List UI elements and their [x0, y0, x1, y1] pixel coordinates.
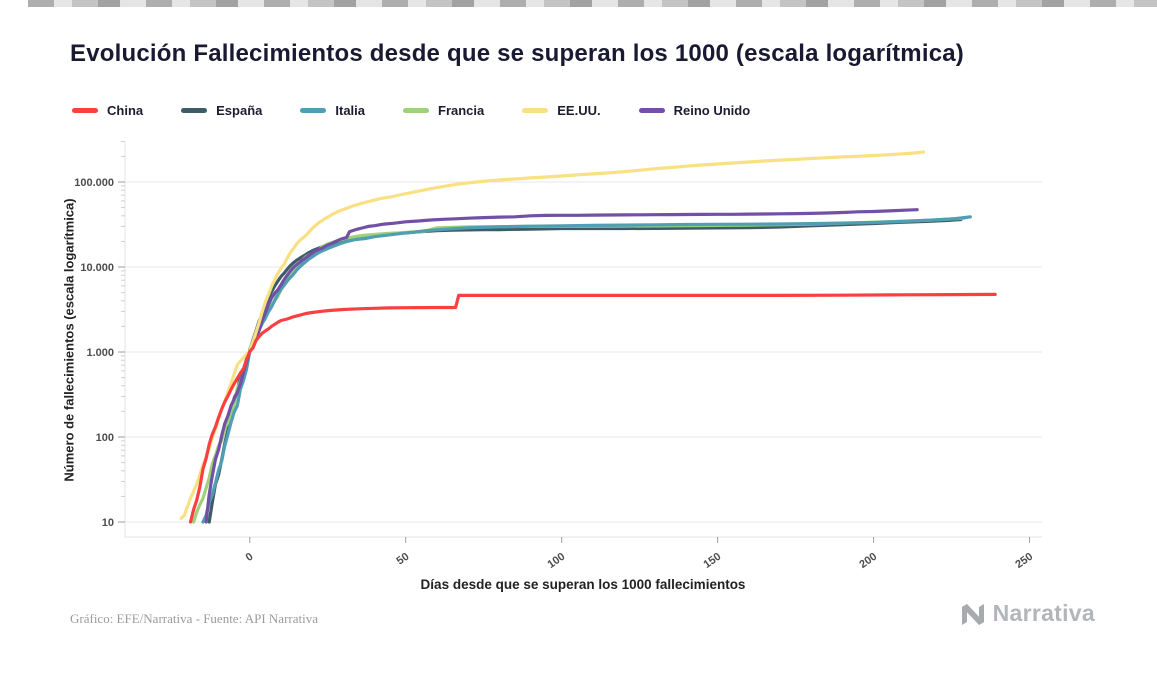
y-tick-label: 1.000	[86, 347, 114, 359]
legend-item-china: China	[72, 103, 143, 118]
x-axis-title: Días desde que se superan los 1000 falle…	[420, 577, 746, 592]
narrativa-brand: Narrativa	[960, 600, 1095, 627]
top-edge-artifact	[28, 0, 1157, 7]
legend-label-italia: Italia	[335, 103, 365, 118]
legend-swatch-china	[72, 108, 98, 113]
y-tick-label: 10	[102, 517, 114, 529]
series-line-francia	[192, 216, 966, 524]
legend-item-reino-unido: Reino Unido	[638, 103, 751, 118]
series-line-espa-a	[207, 217, 963, 524]
legend-swatch-italia	[300, 108, 327, 113]
y-tick-label: 100	[96, 432, 114, 444]
x-tick-label: 0	[244, 551, 256, 564]
legend-label-francia: Francia	[438, 103, 485, 118]
legend-item-italia: Italia	[300, 103, 365, 118]
legend-swatch-reino-unido	[638, 108, 665, 113]
legend-label-china: China	[107, 103, 144, 118]
series-line-ee-uu	[179, 150, 926, 521]
y-axis-title: Número de fallecimientos (escala logarít…	[61, 198, 77, 482]
y-tick-label: 100.000	[74, 177, 114, 189]
legend-swatch-espa-a	[181, 108, 208, 113]
narrativa-logo-text: Narrativa	[992, 600, 1095, 626]
x-tick-label: 100	[545, 551, 567, 571]
x-tick-label: 250	[1013, 551, 1035, 571]
x-tick-label: 150	[701, 551, 723, 571]
legend-swatch-ee-uu	[522, 108, 549, 113]
narrativa-logo-icon	[961, 603, 984, 625]
legend-item-espa-a: España	[181, 103, 262, 118]
y-tick-label: 10.000	[80, 262, 114, 274]
legend-item-francia: Francia	[403, 103, 484, 118]
x-tick-label: 200	[857, 551, 879, 571]
legend-label-espa-a: España	[216, 103, 263, 118]
chart-title: Evolución Fallecimientos desde que se su…	[70, 40, 964, 67]
source-credit: Gráfico: EFE/Narrativa - Fuente: API Nar…	[70, 611, 318, 626]
x-tick-label: 50	[395, 551, 412, 568]
series-line-italia	[201, 215, 972, 524]
legend-swatch-francia	[403, 108, 429, 113]
legend-label-reino-unido: Reino Unido	[673, 103, 751, 118]
legend-label-ee-uu: EE.UU.	[557, 103, 601, 118]
series-line-china	[188, 292, 997, 524]
legend: China España Italia Francia EE.UU. Reino Unid…	[72, 103, 750, 118]
legend-item-ee-uu: EE.UU.	[522, 103, 601, 118]
